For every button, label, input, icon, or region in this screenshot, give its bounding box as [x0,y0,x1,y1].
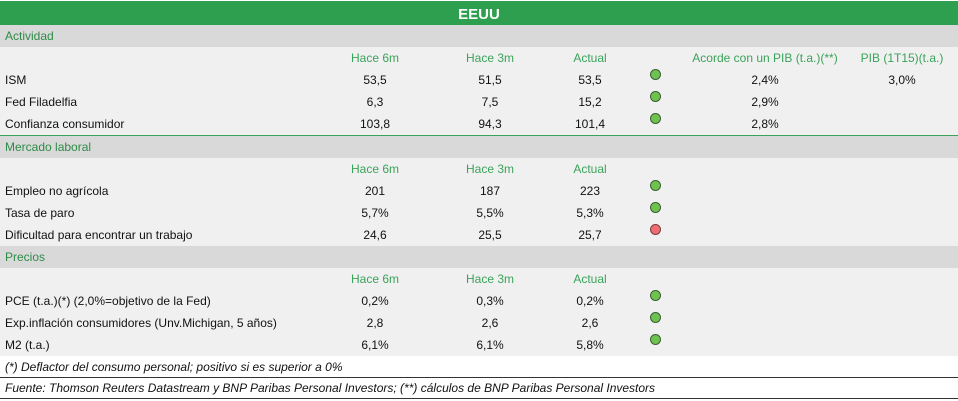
value-hace-3m: 5,5% [476,206,504,220]
table-row: PCE (t.a.)(*) (2,0%=objetivo de la Fed) … [0,290,958,312]
value-hace-6m: 5,7% [361,206,389,220]
table-row: Exp.inflación consumidores (Unv.Michigan… [0,312,958,334]
header-hace-3m: Hace 3m [465,51,515,65]
table-row: Empleo no agrícola 201 187 223 [0,180,958,202]
value-actual: 2,6 [581,316,599,330]
status-dot-icon [650,113,661,124]
row-label: Fed Filadelfia [5,95,78,109]
status-dot-icon [650,290,661,301]
row-label: Exp.inflación consumidores (Unv.Michigan… [5,316,277,330]
header-hace-6m: Hace 6m [350,51,400,65]
value-actual: 223 [579,184,601,198]
section-label: Actividad [5,29,54,43]
value-actual: 53,5 [578,73,602,87]
value-hace-3m: 0,3% [476,294,504,308]
row-label: Confianza consumidor [5,117,125,131]
value-hace-3m: 6,1% [476,338,504,352]
row-label: Empleo no agrícola [5,184,109,198]
header-acorde-pib: Acorde con un PIB (t.a.)(**) [692,51,838,65]
row-label: M2 (t.a.) [5,338,50,352]
divider [0,398,958,399]
value-pib-1t15: 3,0% [888,73,916,87]
table-row: Confianza consumidor 103,8 94,3 101,4 2,… [0,113,958,136]
header-actual: Actual [573,51,607,65]
value-hace-3m: 25,5 [478,228,502,242]
header-actual: Actual [573,272,607,286]
row-label: PCE (t.a.)(*) (2,0%=objetivo de la Fed) [5,294,211,308]
header-row-actividad: Hace 6m Hace 3m Actual Acorde con un PIB… [0,47,958,69]
source-text: Fuente: Thomson Reuters Datastream y BNP… [5,381,656,395]
header-pib-1t15: PIB (1T15)(t.a.) [860,51,944,65]
status-dot-icon [650,334,661,345]
table-row: M2 (t.a.) 6,1% 6,1% 5,8% [0,334,958,356]
value-hace-6m: 6,1% [361,338,389,352]
value-hace-6m: 24,6 [363,228,387,242]
header-row-laboral: Hace 6m Hace 3m Actual [0,158,958,180]
footnote-text: (*) Deflactor del consumo personal; posi… [5,360,343,374]
row-label: Tasa de paro [5,206,75,220]
row-label: ISM [5,73,27,87]
status-dot-icon [650,224,661,235]
section-label: Precios [5,250,46,264]
value-acorde-pib: 2,8% [751,117,779,131]
value-hace-6m: 53,5 [363,73,387,87]
section-precios: Precios [0,246,958,268]
section-label: Mercado laboral [5,140,92,154]
value-acorde-pib: 2,9% [751,95,779,109]
table-row: Tasa de paro 5,7% 5,5% 5,3% [0,202,958,224]
status-dot-icon [650,180,661,191]
value-hace-3m: 7,5 [481,95,499,109]
value-actual: 25,7 [578,228,602,242]
value-hace-6m: 201 [364,184,386,198]
header-hace-3m: Hace 3m [465,162,515,176]
section-mercado-laboral: Mercado laboral [0,136,958,158]
header-hace-6m: Hace 6m [350,272,400,286]
status-dot-icon [650,69,661,80]
header-hace-3m: Hace 3m [465,272,515,286]
divider [0,377,958,378]
section-actividad: Actividad [0,25,958,47]
header-actual: Actual [573,162,607,176]
value-hace-3m: 94,3 [478,117,502,131]
value-hace-3m: 51,5 [478,73,502,87]
value-actual: 0,2% [576,294,604,308]
value-hace-6m: 6,3 [366,95,384,109]
footnote-deflactor: (*) Deflactor del consumo personal; posi… [0,357,958,377]
table-row: Fed Filadelfia 6,3 7,5 15,2 2,9% [0,91,958,113]
table-row: Dificultad para encontrar un trabajo 24,… [0,224,958,247]
status-dot-icon [650,202,661,213]
value-acorde-pib: 2,4% [751,73,779,87]
header-hace-6m: Hace 6m [350,162,400,176]
status-dot-icon [650,312,661,323]
footnote-fuente: Fuente: Thomson Reuters Datastream y BNP… [0,378,958,398]
value-hace-6m: 103,8 [359,117,391,131]
value-hace-3m: 2,6 [481,316,499,330]
value-actual: 5,3% [576,206,604,220]
value-hace-3m: 187 [479,184,501,198]
status-dot-icon [650,91,661,102]
table-row: ISM 53,5 51,5 53,5 2,4% 3,0% [0,69,958,91]
value-hace-6m: 2,8 [366,316,384,330]
value-actual: 101,4 [574,117,606,131]
value-hace-6m: 0,2% [361,294,389,308]
value-actual: 5,8% [576,338,604,352]
row-label: Dificultad para encontrar un trabajo [5,228,193,242]
table-title: EEUU [0,1,958,28]
value-actual: 15,2 [578,95,602,109]
header-row-precios: Hace 6m Hace 3m Actual [0,268,958,290]
